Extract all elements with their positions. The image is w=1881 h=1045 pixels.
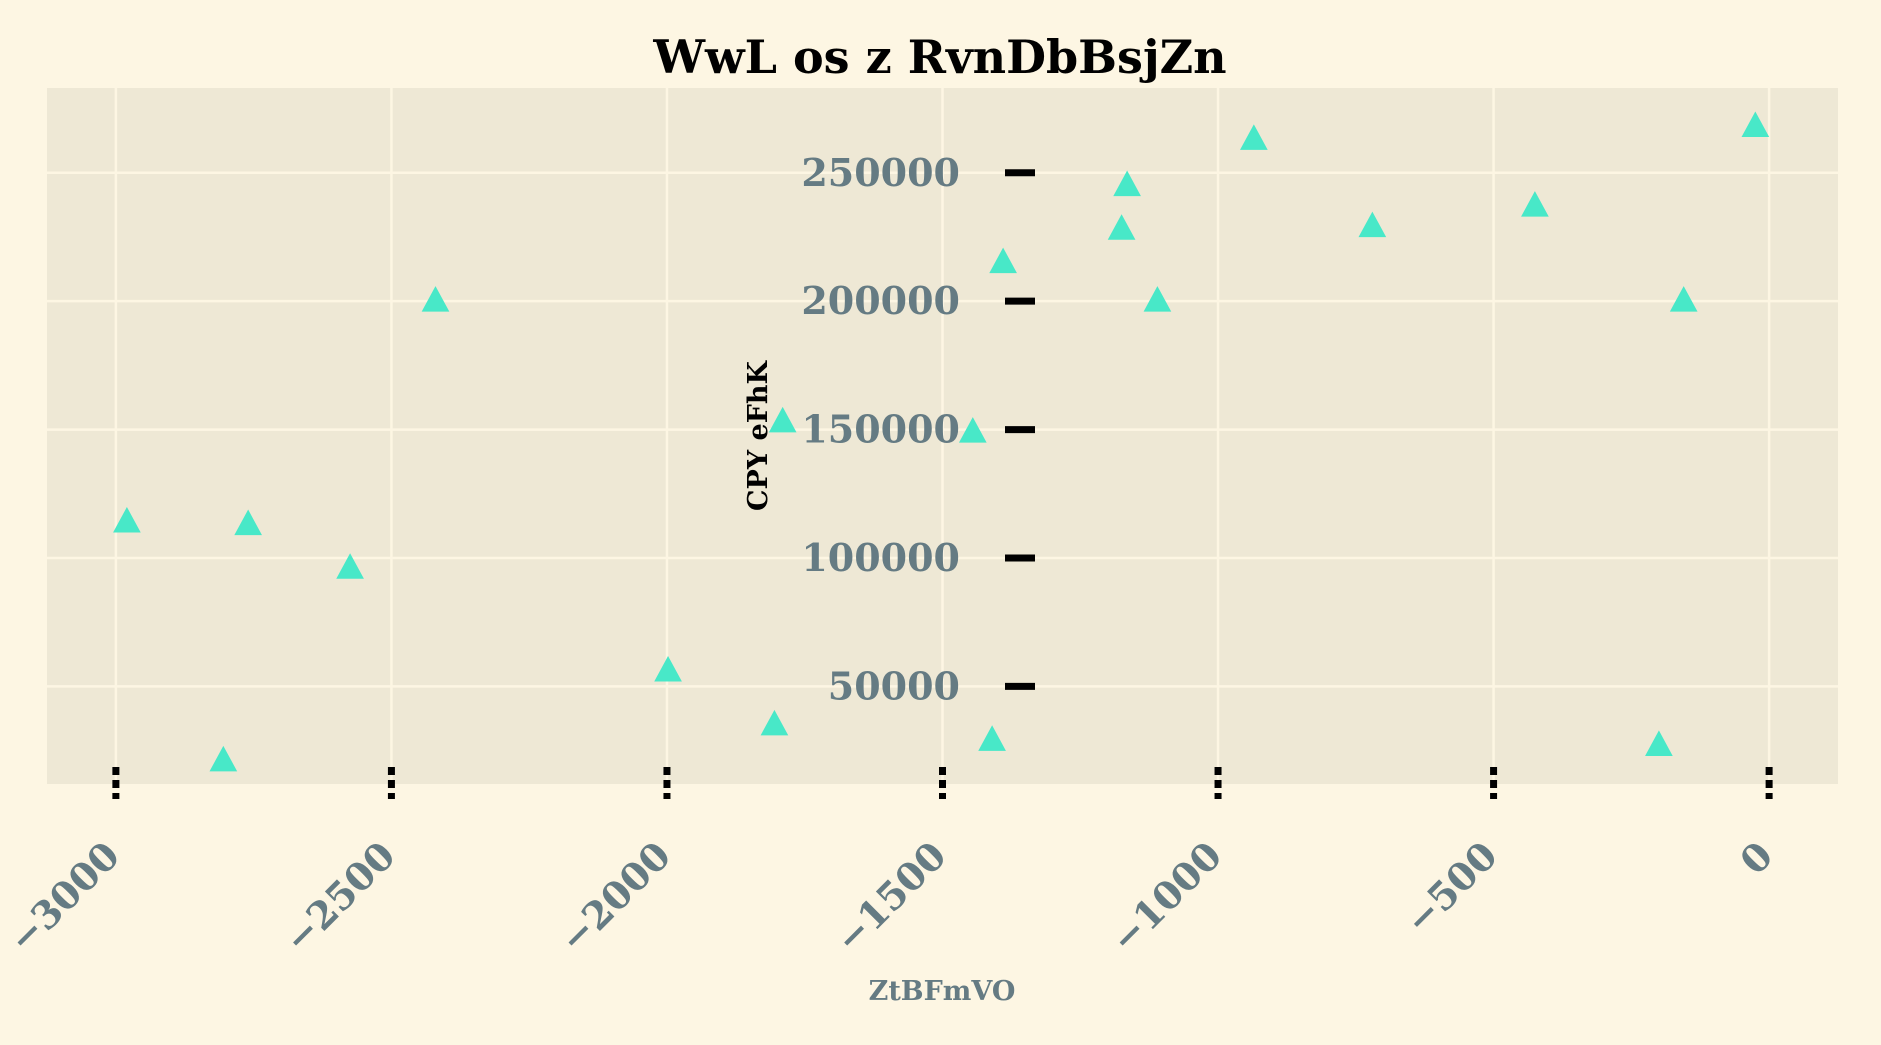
y-tick-label: 200000 <box>801 278 960 323</box>
chart-title: WwL os z RvnDbBsjZn <box>652 30 1226 84</box>
data-point <box>1358 211 1387 238</box>
data-point <box>654 655 682 682</box>
data-point <box>989 247 1017 274</box>
data-point <box>1521 191 1549 217</box>
data-point <box>1143 286 1172 312</box>
data-point <box>421 286 450 312</box>
data-point <box>760 709 789 736</box>
y-tick-label: 50000 <box>828 663 960 708</box>
data-point <box>1741 111 1770 138</box>
data-point <box>209 745 238 772</box>
data-point <box>113 506 141 533</box>
data-point <box>1113 170 1141 197</box>
y-tick-label: 150000 <box>801 407 960 452</box>
y-tick-label: 100000 <box>801 535 960 580</box>
y-tick-label: 250000 <box>801 150 960 195</box>
x-axis-label: ZtBFmVO <box>869 976 1016 1007</box>
data-point <box>958 417 987 443</box>
data-point <box>1107 214 1136 240</box>
data-point <box>768 406 797 433</box>
data-point <box>1645 730 1673 756</box>
data-point <box>336 553 364 579</box>
grid-lines <box>47 88 1838 784</box>
data-point <box>1669 286 1698 312</box>
data-point <box>234 509 262 536</box>
y-axis-label: CPY eFhK <box>743 360 774 511</box>
data-point <box>978 725 1006 751</box>
data-point <box>1240 124 1268 150</box>
data-points <box>113 111 1770 772</box>
y-axis-ticks: 50000 100000 150000 200000 250000 <box>801 150 1035 708</box>
